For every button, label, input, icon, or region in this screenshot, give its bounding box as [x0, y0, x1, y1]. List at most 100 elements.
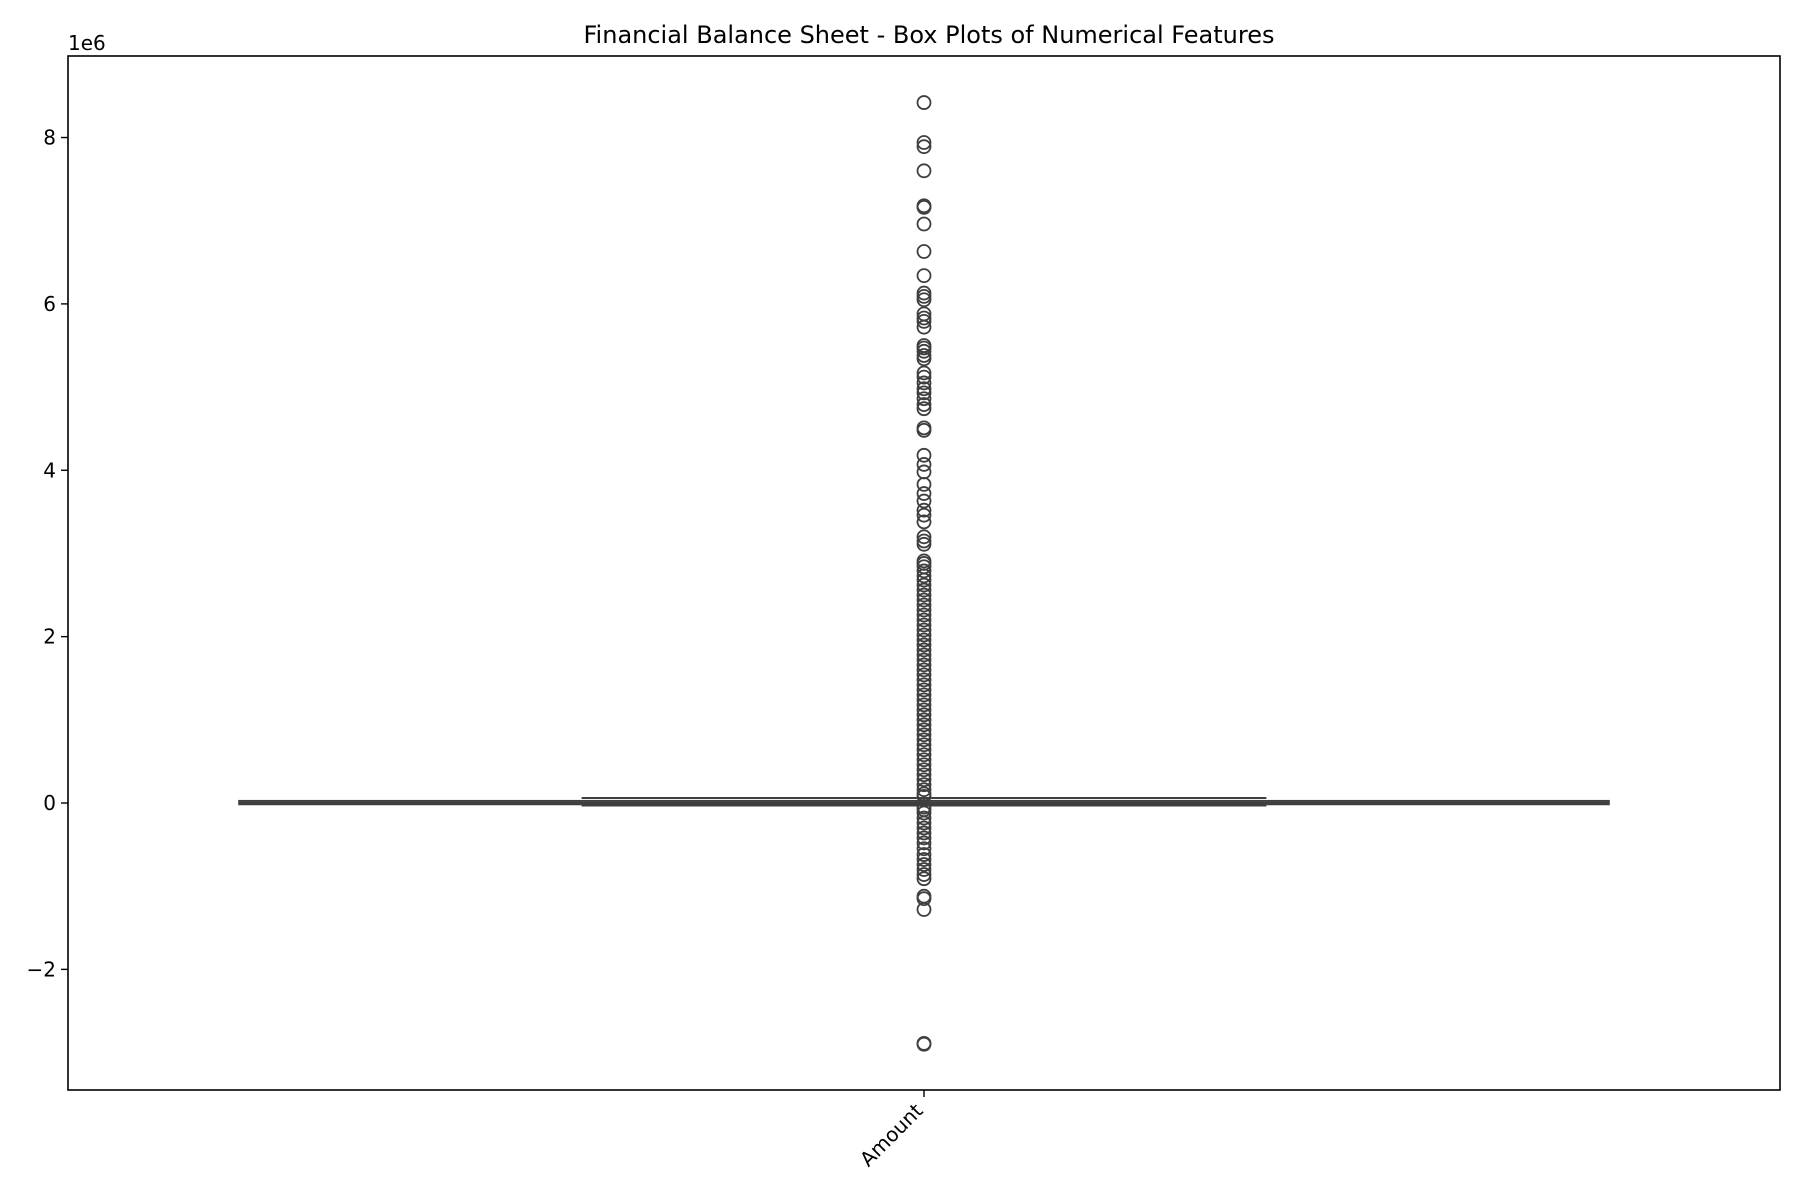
outlier-point	[916, 692, 932, 708]
outlier-point	[916, 637, 932, 653]
x-tick-label: Amount	[855, 1098, 928, 1171]
outlier-point	[916, 135, 932, 150]
y-tick-label: 6	[43, 292, 56, 316]
outlier-point	[916, 777, 932, 793]
outlier-point	[916, 486, 932, 501]
outlier-point	[916, 647, 932, 663]
outlier-point	[916, 642, 932, 658]
outlier-point	[916, 163, 932, 179]
outlier-point	[916, 627, 932, 643]
outlier-point	[916, 602, 932, 618]
outlier-point	[916, 805, 932, 821]
outlier-point	[916, 401, 932, 417]
outlier-point	[916, 477, 932, 492]
chart-title: Financial Balance Sheet - Box Plots of N…	[584, 21, 1275, 49]
outlier-point	[916, 672, 932, 688]
outlier-point	[916, 707, 932, 723]
outlier-point	[916, 607, 932, 623]
outlier-point	[916, 902, 932, 917]
outlier-point	[916, 568, 932, 584]
outlier-point	[916, 862, 932, 877]
outlier-point	[916, 835, 932, 851]
outlier-point	[916, 587, 932, 603]
outlier-point	[916, 810, 932, 826]
outlier-point	[916, 199, 932, 215]
outlier-point	[916, 815, 932, 831]
outlier-point	[916, 1036, 932, 1052]
outlier-point	[916, 617, 932, 633]
outlier-point	[916, 847, 932, 862]
outlier-point	[916, 667, 932, 683]
outlier-point	[916, 657, 932, 673]
outlier-point	[916, 697, 932, 713]
outlier-point	[916, 747, 932, 763]
box-layer	[238, 797, 1610, 807]
outlier-point	[916, 391, 932, 407]
outlier-point	[916, 292, 932, 308]
outlier-point	[916, 572, 932, 588]
y-tick-label: 4	[43, 458, 56, 482]
outlier-point	[916, 857, 932, 872]
outlier-point	[916, 742, 932, 758]
outlier-point	[916, 95, 932, 110]
outlier-point	[916, 447, 932, 463]
outlier-point	[916, 717, 932, 733]
outlier-point	[916, 577, 932, 593]
outlier-point	[916, 722, 932, 738]
outlier-point	[916, 652, 932, 668]
y-axis-ticks: −2 0 2 4 6 8	[27, 126, 68, 981]
x-axis-ticks: Amount	[855, 1090, 928, 1171]
outlier-point	[916, 732, 932, 748]
outlier-point	[916, 820, 932, 836]
outlier-point	[916, 313, 932, 329]
outlier-point	[916, 762, 932, 778]
outlier-point	[916, 464, 932, 480]
outlier-point	[916, 841, 932, 857]
outlier-point	[916, 563, 932, 579]
outlier-point	[916, 493, 932, 509]
outlier-point	[916, 852, 932, 867]
outlier-point	[916, 632, 932, 648]
outlier-point	[916, 216, 932, 232]
outlier-point	[916, 767, 932, 783]
outlier-point	[916, 536, 932, 552]
outlier-point	[916, 592, 932, 608]
outlier-point	[916, 502, 932, 518]
outlier-point	[916, 365, 932, 381]
y-tick-label: −2	[27, 957, 56, 981]
outlier-point	[916, 612, 932, 628]
outlier-point	[916, 622, 932, 638]
outlier-point	[916, 244, 932, 259]
outlier-point	[916, 752, 932, 768]
outlier-point	[916, 385, 932, 401]
outlier-point	[916, 682, 932, 698]
outlier-point	[916, 757, 932, 773]
outlier-point	[916, 782, 932, 798]
outlier-point	[916, 825, 932, 841]
outlier-point	[916, 507, 932, 523]
outlier-point	[916, 343, 932, 359]
outlier-point	[916, 702, 932, 718]
outlier-point	[916, 529, 932, 545]
outlier-point	[916, 139, 932, 155]
outlier-point	[916, 351, 932, 367]
y-tick-label: 8	[43, 126, 56, 150]
outlier-point	[916, 891, 932, 907]
outlier-point	[916, 687, 932, 703]
outlier-point	[916, 514, 932, 530]
outlier-point	[916, 369, 932, 385]
outlier-point	[916, 582, 932, 598]
y-tick-label: 0	[43, 791, 56, 815]
outlier-point	[916, 727, 932, 743]
y-axis-offset-label: 1e6	[68, 31, 106, 55]
outlier-point	[916, 457, 932, 472]
outlier-point	[916, 597, 932, 613]
outlier-point	[916, 712, 932, 728]
outlier-point	[916, 867, 932, 882]
outlier-point	[916, 871, 932, 887]
outlier-point	[916, 677, 932, 693]
outlier-layer	[916, 95, 932, 1052]
outlier-point	[916, 381, 932, 397]
